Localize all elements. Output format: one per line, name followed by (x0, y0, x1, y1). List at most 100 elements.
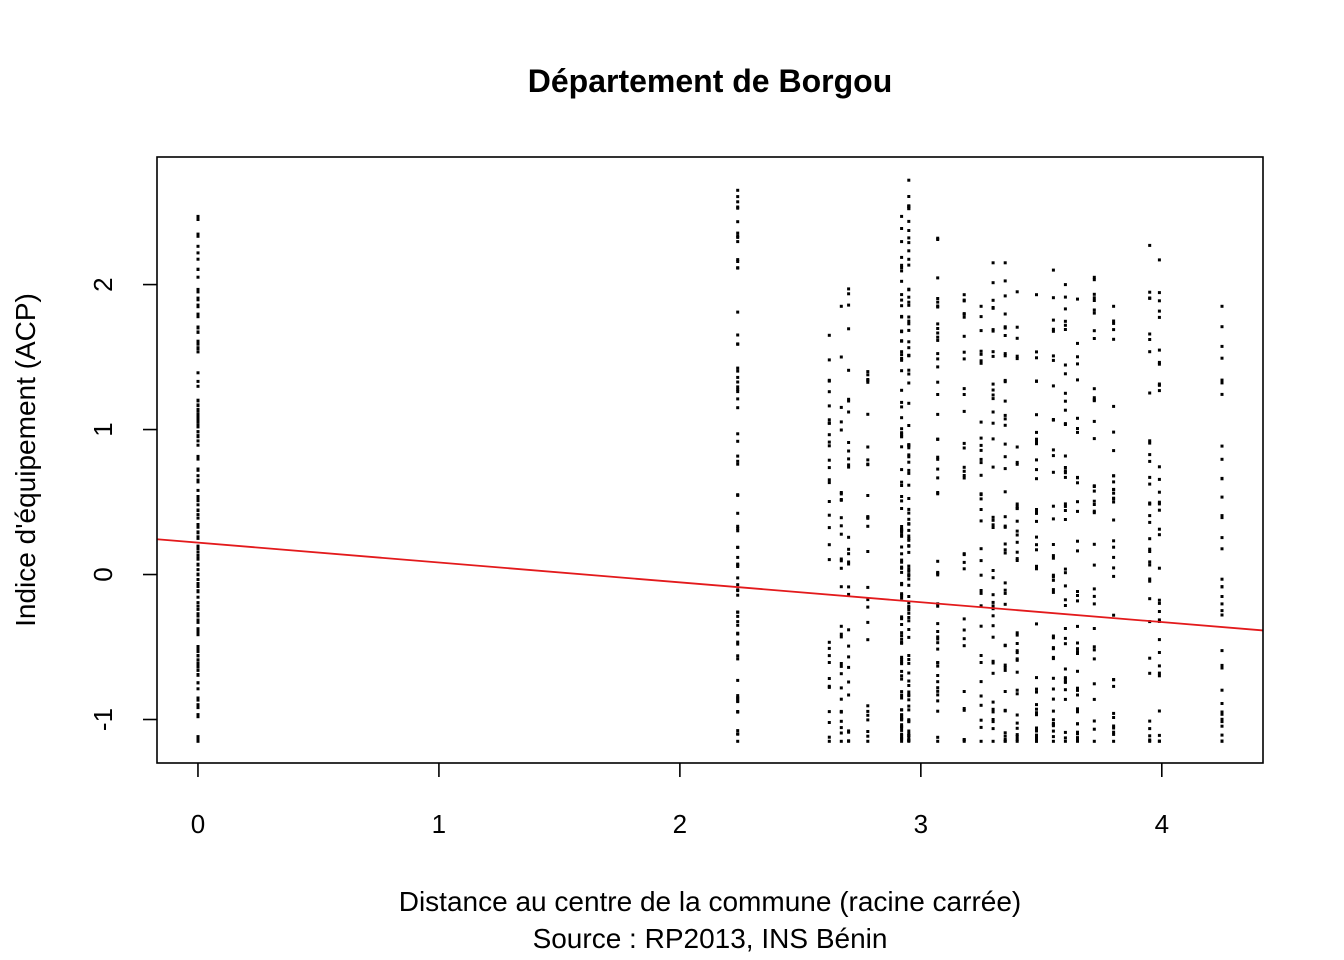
data-point (1112, 711, 1116, 715)
data-point (866, 515, 870, 519)
data-point (847, 327, 851, 331)
data-point (900, 293, 904, 297)
data-point (936, 304, 940, 308)
data-point (1148, 332, 1152, 336)
data-point (827, 735, 831, 739)
data-point (907, 738, 911, 742)
data-point (991, 397, 995, 401)
data-point (1003, 312, 1007, 316)
data-point (736, 188, 740, 192)
data-point (900, 269, 904, 273)
data-point (736, 545, 740, 549)
data-point (962, 628, 966, 632)
data-point (1063, 295, 1067, 299)
data-point (936, 467, 940, 471)
data-point (907, 661, 911, 665)
data-point (1035, 535, 1038, 539)
data-point (1092, 727, 1096, 731)
data-point (900, 655, 904, 659)
data-point (1092, 682, 1096, 686)
data-point (1148, 459, 1152, 463)
data-point (1092, 275, 1096, 279)
data-point (1015, 733, 1019, 737)
data-point (1112, 539, 1116, 543)
data-point (936, 380, 940, 384)
data-point (1092, 594, 1096, 598)
data-point (196, 706, 200, 710)
data-point (1015, 502, 1019, 506)
data-point (936, 276, 940, 280)
data-point (736, 388, 740, 391)
data-point (736, 493, 740, 497)
data-point (962, 357, 966, 361)
data-point (1015, 631, 1019, 635)
data-point (1148, 734, 1152, 738)
data-point (979, 361, 983, 365)
data-point (736, 375, 740, 379)
data-point (196, 379, 200, 383)
data-point (991, 298, 995, 302)
data-point (736, 240, 740, 244)
data-point (1112, 321, 1116, 325)
source-caption: Source : RP2013, INS Bénin (533, 923, 888, 954)
data-point (979, 661, 983, 664)
data-point (907, 453, 911, 457)
data-point (1015, 507, 1019, 511)
data-point (736, 231, 740, 235)
data-point (1015, 642, 1019, 645)
data-point (1148, 577, 1152, 581)
data-point (1076, 476, 1079, 480)
data-point (936, 322, 940, 326)
data-point (196, 454, 200, 458)
data-point (196, 649, 200, 652)
data-point (196, 312, 200, 316)
data-point (1035, 711, 1038, 715)
data-point (1148, 671, 1152, 675)
data-point (196, 585, 200, 588)
data-point (962, 560, 966, 564)
data-point (1015, 739, 1019, 743)
data-point (736, 200, 740, 204)
data-point (900, 658, 904, 661)
data-point (900, 552, 904, 556)
data-point (827, 543, 831, 547)
data-point (907, 729, 911, 733)
data-point (1076, 624, 1079, 628)
data-point (900, 240, 904, 244)
data-point (1148, 738, 1152, 742)
data-point (1051, 575, 1055, 579)
data-point (847, 463, 851, 467)
data-point (907, 322, 911, 326)
data-point (736, 588, 740, 592)
data-point (1063, 636, 1067, 640)
data-point (1112, 480, 1116, 484)
data-point (839, 420, 843, 424)
data-point (962, 312, 966, 316)
data-point (1220, 381, 1224, 385)
data-point (979, 519, 983, 523)
data-point (979, 680, 983, 684)
data-point (1076, 650, 1079, 654)
data-point (936, 680, 940, 684)
data-point (736, 366, 740, 370)
data-point (1051, 517, 1055, 521)
data-point (991, 624, 995, 628)
data-point (900, 263, 904, 267)
data-point (979, 604, 983, 608)
data-point (991, 382, 995, 386)
data-point (736, 694, 740, 698)
data-point (1076, 416, 1079, 420)
data-point (827, 481, 831, 485)
data-point (839, 664, 843, 668)
data-point (1051, 709, 1055, 713)
data-point (1076, 688, 1079, 692)
data-point (196, 578, 200, 581)
data-point (1157, 291, 1161, 295)
data-point (936, 637, 940, 641)
data-point (736, 696, 740, 700)
data-point (991, 700, 995, 704)
data-point (736, 632, 740, 636)
data-point (907, 381, 911, 385)
data-point (900, 570, 904, 574)
data-point (1092, 387, 1096, 391)
